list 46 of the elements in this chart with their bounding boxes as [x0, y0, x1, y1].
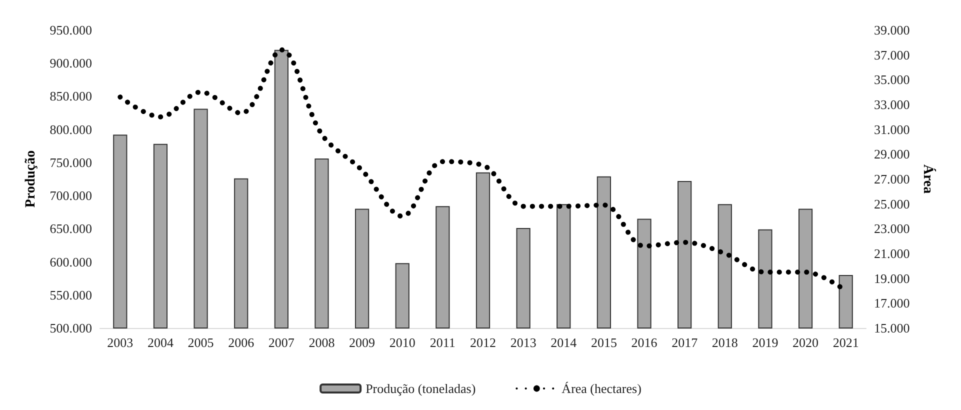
y2-tick-label: 39.000 — [874, 22, 910, 38]
x-tick-label: 2017 — [672, 335, 698, 350]
y2-tick-label: 33.000 — [874, 97, 910, 112]
y-tick-label: 550.000 — [50, 287, 92, 302]
x-tick-label: 2008 — [308, 335, 335, 350]
y2-tick-label: 35.000 — [874, 72, 910, 88]
x-tick-label: 2019 — [752, 335, 778, 350]
y-tick-label: 750.000 — [50, 154, 92, 170]
y2-tick-label: 37.000 — [874, 47, 910, 62]
legend-label: Produção (toneladas) — [366, 381, 476, 396]
x-tick-label: 2005 — [188, 335, 214, 350]
y-axis-title: Produção — [24, 150, 38, 208]
y2-tick-label: 27.000 — [874, 172, 910, 186]
y-tick-label: 600.000 — [50, 254, 92, 270]
y2-tick-label: 31.000 — [874, 122, 910, 137]
y-tick-label: 800.000 — [50, 122, 92, 137]
x-tick-label: 2018 — [712, 335, 738, 350]
y2-tick-label: 21.000 — [874, 246, 910, 261]
x-tick-label: 2013 — [510, 335, 536, 350]
y-tick-label: 900.000 — [50, 56, 92, 71]
y-tick-label: 650.000 — [50, 221, 92, 236]
x-tick-label: 2010 — [389, 335, 416, 350]
x-tick-label: 2015 — [590, 335, 617, 350]
x-tick-label: 2020 — [792, 335, 819, 350]
y-tick-label: 700.000 — [50, 188, 92, 204]
y-tick-label: 850.000 — [50, 88, 92, 104]
x-tick-label: 2004 — [147, 335, 174, 350]
legend-label: Área (hectares) — [562, 381, 642, 396]
x-tick-label: 2006 — [228, 335, 255, 350]
x-tick-label: 2016 — [631, 335, 658, 350]
y2-tick-label: 15.000 — [874, 320, 910, 336]
x-tick-label: 2011 — [430, 335, 456, 350]
y2-axis-title: Área — [920, 164, 938, 194]
x-tick-label: 2021 — [832, 335, 859, 350]
x-tick-label: 2007 — [268, 335, 295, 350]
x-tick-label: 2012 — [470, 335, 496, 350]
y-tick-label: 950.000 — [50, 22, 92, 38]
y2-tick-label: 23.000 — [874, 221, 910, 236]
y2-tick-label: 25.000 — [874, 196, 910, 212]
y-tick-label: 500.000 — [50, 320, 92, 336]
x-tick-label: 2003 — [107, 335, 134, 350]
x-tick-label: 2014 — [550, 335, 578, 350]
x-tick-label: 2009 — [349, 335, 376, 350]
y2-tick-label: 17.000 — [874, 296, 910, 311]
y2-tick-label: 29.000 — [874, 146, 910, 162]
y2-tick-label: 19.000 — [874, 270, 910, 286]
